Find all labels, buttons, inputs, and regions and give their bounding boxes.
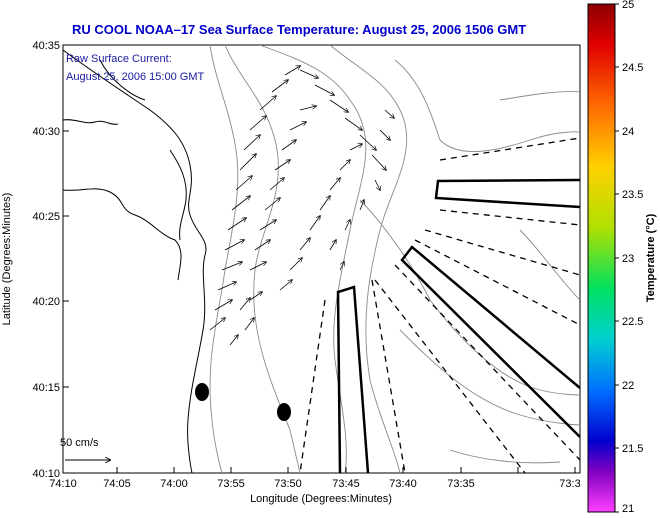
y-axis-label: Latitude (Degrees:Minutes)	[1, 193, 13, 326]
survey-boxes	[336, 178, 580, 473]
colorbar-tick-label: 23.5	[622, 189, 643, 201]
station-marker	[195, 383, 209, 401]
current-note-line1: Raw Surface Current:	[66, 53, 172, 65]
y-tick-label: 40:20	[32, 296, 60, 308]
colorbar-label: Temperature (°C)	[645, 213, 657, 302]
x-tick-label: 73:45	[332, 478, 360, 490]
x-tick-label: 73:50	[274, 478, 302, 490]
map-frame	[62, 44, 581, 474]
x-tick-label: 73:55	[217, 478, 245, 490]
y-tick-label: 40:30	[32, 126, 60, 138]
sampling-lines	[299, 137, 580, 473]
x-axis-label: Longitude (Degrees:Minutes)	[250, 493, 392, 505]
y-tick-label: 40:25	[32, 211, 60, 223]
x-tick-label: 73:3	[559, 478, 580, 490]
title-text: RU COOL NOAA–17 Sea Surface Temperature:…	[72, 22, 527, 37]
y-tick-label: 40:15	[32, 382, 60, 394]
x-tick-labels: 74:10 74:05 74:00 73:55 73:50 73:45 73:4…	[49, 478, 580, 490]
x-tick-label: 74:00	[160, 478, 188, 490]
colorbar-ticks	[615, 3, 619, 513]
y-tick-labels: 40:35 40:30 40:25 40:20 40:15 40:10	[32, 40, 60, 480]
x-tick-label: 73:40	[389, 478, 417, 490]
axis-ticks	[62, 44, 576, 474]
coastline	[63, 49, 207, 473]
current-note-line2: August 25, 2006 15:00 GMT	[66, 71, 204, 83]
colorbar-tick-label: 21	[622, 503, 634, 515]
x-tick-label: 73:35	[447, 478, 475, 490]
colorbar-tick-label: 23	[622, 253, 634, 265]
colorbar-tick-label: 25	[622, 0, 634, 11]
x-tick-label: 74:10	[49, 478, 77, 490]
colorbar-tick-labels: 25 24.5 24 23.5 23 22.5 22 21.5 21	[622, 0, 643, 515]
current-vectors	[209, 66, 394, 346]
scale-label: 50 cm/s	[60, 437, 99, 449]
y-tick-label: 40:35	[32, 40, 60, 52]
colorbar-tick-label: 22	[622, 380, 634, 392]
colorbar	[587, 3, 616, 513]
colorbar-tick-label: 22.5	[622, 316, 643, 328]
colorbar-tick-label: 24.5	[622, 62, 643, 74]
station-marker	[277, 403, 291, 421]
colorbar-tick-label: 21.5	[622, 443, 643, 455]
colorbar-tick-label: 24	[622, 126, 634, 138]
y-tick-label: 40:10	[32, 468, 60, 480]
x-tick-label: 74:05	[103, 478, 131, 490]
